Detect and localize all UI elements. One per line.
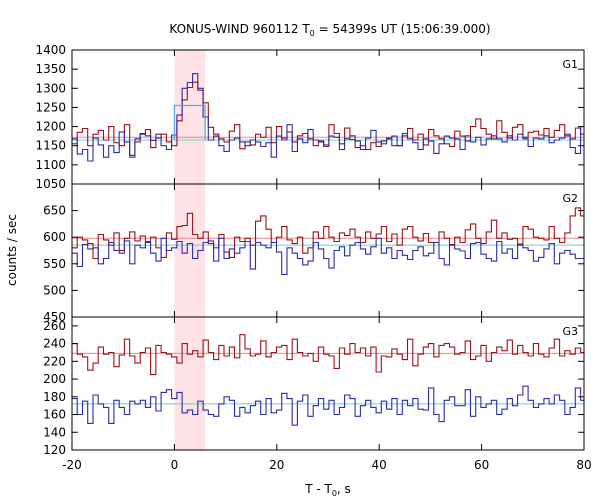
- panel-g1: 1050 1100 1150 1200 1250 1300 1350 1400 G1: [35, 43, 585, 191]
- x-tick-label: 80: [576, 458, 591, 472]
- x-tick-label: 60: [474, 458, 489, 472]
- series-red-line: [72, 207, 584, 260]
- y-tick-label: 550: [43, 257, 66, 271]
- series-blue-line: [72, 237, 584, 275]
- panel-label: G2: [562, 192, 578, 205]
- y-tick-label: 1250: [35, 100, 66, 114]
- series-blue-line: [72, 385, 584, 426]
- y-tick-label: 450: [43, 310, 66, 324]
- panel-label: G1: [562, 58, 578, 71]
- x-tick-label: -20: [62, 458, 82, 472]
- y-tick-label: 200: [43, 372, 66, 386]
- panel-label: G3: [562, 325, 578, 338]
- y-tick-label: 1100: [35, 158, 66, 172]
- x-tick-label: 40: [372, 458, 387, 472]
- panel-data: [72, 73, 584, 162]
- series-blue-line: [72, 73, 584, 162]
- y-tick-label: 1350: [35, 62, 66, 76]
- y-tick-label: 1300: [35, 81, 66, 95]
- y-tick-label: 1150: [35, 139, 66, 153]
- panel-data: [72, 334, 584, 426]
- panel-frame: [71, 316, 585, 451]
- series-red-line: [72, 334, 584, 376]
- y-tick-label: 500: [43, 283, 66, 297]
- y-tick-label: 160: [43, 408, 66, 422]
- y-tick-label: 600: [43, 230, 66, 244]
- x-axis-title: T - T0, s: [304, 482, 351, 498]
- panels-layer: 10501100115012001250130013501400G1450500…: [35, 43, 591, 472]
- highlight-interval: [174, 317, 206, 450]
- y-tick-label: 140: [43, 425, 66, 439]
- y-tick-label: 240: [43, 337, 66, 351]
- panel-g2: 450 500 550 600 650 G2: [43, 183, 585, 324]
- panel-data: [72, 207, 584, 275]
- y-tick-label: 220: [43, 354, 66, 368]
- y-tick-label: 260: [43, 319, 66, 333]
- x-tick-label: 20: [269, 458, 284, 472]
- panel-frame: [71, 49, 585, 185]
- panel-g3: 120 140 160 180 200 220 240 260 G3: [43, 316, 585, 457]
- chart-title: KONUS-WIND 960112 T0 = 54399s UT (15:06:…: [169, 22, 490, 38]
- x-tick-label: 0: [171, 458, 179, 472]
- y-tick-label: 650: [43, 204, 66, 218]
- highlight-interval: [174, 50, 206, 184]
- y-tick-label: 120: [43, 443, 66, 457]
- y-tick-label: 1200: [35, 120, 66, 134]
- y-axis-title: counts / sec: [5, 214, 19, 286]
- y-tick-label: 1400: [35, 43, 66, 57]
- source-interval-box: [173, 104, 206, 140]
- y-tick-label: 180: [43, 390, 66, 404]
- y-tick-label: 1050: [35, 177, 66, 191]
- series-red-line: [72, 81, 584, 156]
